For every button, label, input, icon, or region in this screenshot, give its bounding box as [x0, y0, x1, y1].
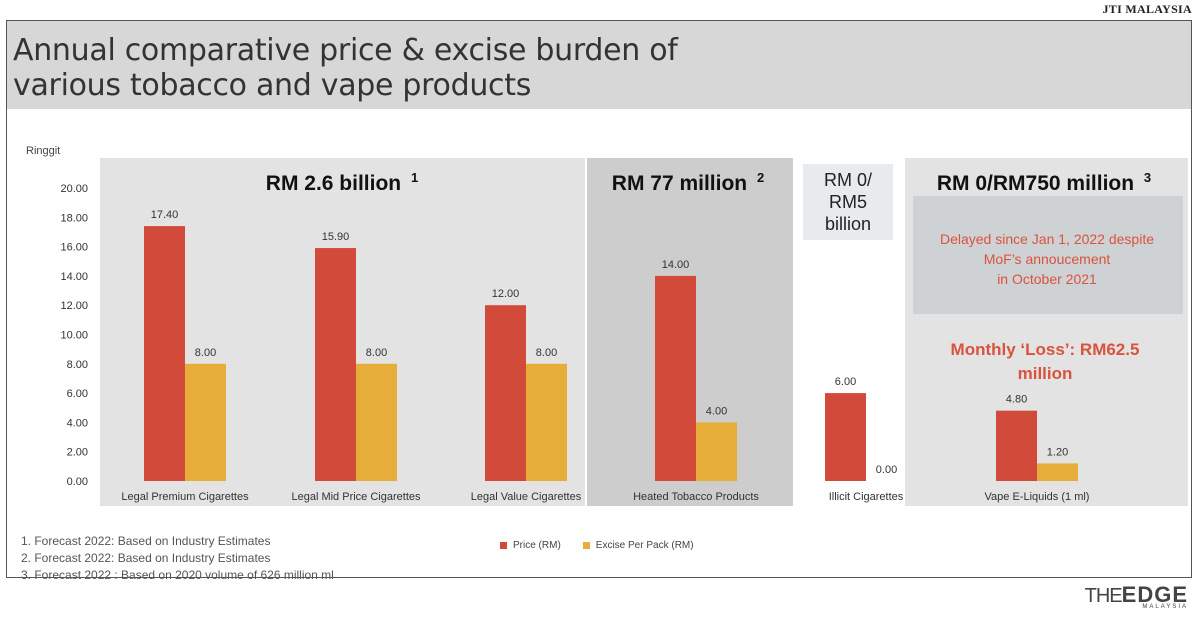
legend-excise: Excise Per Pack (RM)	[595, 540, 694, 551]
excise-value-label-3: 4.00	[706, 405, 727, 417]
loss-line-1: Monthly ‘Loss’: RM62.5	[951, 340, 1140, 359]
excise-bar-3	[696, 422, 737, 481]
excise-bar-1	[356, 363, 397, 481]
excise-value-label-4: 0.00	[876, 464, 897, 476]
panel-illicit-box	[803, 164, 893, 240]
annotation-illicit-1: RM 0/	[824, 170, 872, 190]
excise-value-label-0: 8.00	[195, 347, 216, 359]
y-tick-label-0: 0.00	[67, 476, 88, 488]
category-label-4: Illicit Cigarettes	[829, 491, 904, 503]
category-label-1: Legal Mid Price Cigarettes	[291, 491, 421, 503]
y-tick-label-9: 18.00	[60, 212, 88, 224]
footnotes: 1. Forecast 2022: Based on Industry Esti…	[21, 533, 334, 584]
footnote-2: 2. Forecast 2022: Based on Industry Esti…	[21, 551, 271, 565]
y-tick-label-3: 6.00	[67, 388, 88, 400]
footnote-3: 3. Forecast 2022 : Based on 2020 volume …	[21, 568, 334, 582]
price-bar-3	[655, 275, 696, 481]
excise-value-label-1: 8.00	[366, 347, 387, 359]
price-value-label-0: 17.40	[151, 209, 179, 221]
annotation-illicit-3: billion	[825, 214, 871, 234]
source-label: JTI MALAYSIA	[1102, 2, 1192, 16]
legend: Price (RM) Excise Per Pack (RM)	[500, 540, 694, 551]
logo-country: MALAYSIA	[1142, 604, 1188, 610]
panel-delayed-box	[913, 196, 1183, 314]
delayed-line-3: in October 2021	[997, 271, 1097, 287]
annotation-legal: RM 2.6 billion 1	[266, 170, 418, 195]
y-tick-label-6: 12.00	[60, 300, 88, 312]
annotation-vape-sup: 3	[1144, 170, 1151, 185]
annotation-vape-text: RM 0/RM750 million	[937, 172, 1134, 195]
category-label-5: Vape E-Liquids (1 ml)	[985, 491, 1090, 503]
price-bar-5	[996, 410, 1037, 481]
legend-swatch-excise	[582, 542, 590, 549]
legend-price: Price (RM)	[513, 540, 561, 551]
annotation-heated-text: RM 77 million	[612, 172, 747, 195]
logo-the: THE	[1084, 585, 1123, 607]
delayed-line-2: MoF’s annoucement	[984, 251, 1111, 267]
y-tick-label-1: 2.00	[67, 447, 88, 459]
category-label-0: Legal Premium Cigarettes	[121, 491, 249, 503]
annotation-vape: RM 0/RM750 million 3	[937, 170, 1151, 195]
annotation-legal-sup: 1	[411, 170, 418, 185]
annotation-heated: RM 77 million 2	[612, 170, 764, 195]
excise-bar-5	[1037, 463, 1078, 481]
y-tick-label-10: 20.00	[60, 183, 88, 195]
delayed-line-1: Delayed since Jan 1, 2022 despite	[940, 231, 1154, 247]
price-value-label-3: 14.00	[662, 259, 690, 271]
price-value-label-5: 4.80	[1006, 394, 1027, 406]
y-tick-label-4: 8.00	[67, 359, 88, 371]
annotation-heated-sup: 2	[757, 170, 764, 185]
category-label-3: Heated Tobacco Products	[633, 491, 759, 503]
title-line-1: Annual comparative price & excise burden…	[13, 33, 678, 68]
excise-value-label-2: 8.00	[536, 347, 557, 359]
y-tick-label-8: 16.00	[60, 242, 88, 254]
loss-line-2: million	[1018, 364, 1073, 383]
title-line-2: various tobacco and vape products	[13, 68, 532, 103]
price-bar-2	[485, 305, 526, 481]
price-bar-4	[825, 393, 866, 481]
annotation-legal-text: RM 2.6 billion	[266, 172, 401, 195]
excise-bar-2	[526, 363, 567, 481]
price-value-label-4: 6.00	[835, 376, 856, 388]
y-axis-label: Ringgit	[26, 145, 60, 157]
y-tick-label-5: 10.00	[60, 330, 88, 342]
y-tick-label-7: 14.00	[60, 271, 88, 283]
price-bar-1	[315, 248, 356, 481]
price-bar-0	[144, 226, 185, 481]
price-value-label-1: 15.90	[322, 231, 350, 243]
logo-edge: EDGE	[1121, 582, 1188, 607]
category-label-2: Legal Value Cigarettes	[471, 491, 582, 503]
the-edge-logo: THEEDGE MALAYSIA	[1085, 582, 1188, 610]
annotation-illicit-2: RM5	[829, 192, 867, 212]
legend-swatch-price	[500, 542, 507, 549]
footnote-1: 1. Forecast 2022: Based on Industry Esti…	[21, 534, 271, 548]
title-band: Annual comparative price & excise burden…	[7, 21, 1191, 109]
chart-title: Annual comparative price & excise burden…	[13, 33, 678, 103]
y-tick-label-2: 4.00	[67, 417, 88, 429]
excise-bar-0	[185, 363, 226, 481]
excise-value-label-5: 1.20	[1047, 446, 1068, 458]
price-value-label-2: 12.00	[492, 288, 520, 300]
